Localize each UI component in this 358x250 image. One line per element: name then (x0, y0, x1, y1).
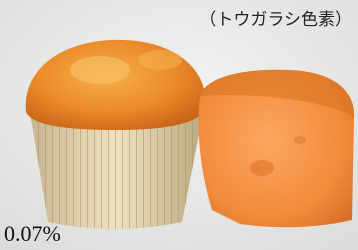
concentration-label: 0.07% (4, 221, 61, 246)
photo: （トウガラシ色素） 0.07% (0, 0, 358, 250)
whole-muffin (26, 40, 206, 229)
cut-muffin (199, 70, 355, 227)
caption: （トウガラシ色素） (199, 10, 352, 30)
